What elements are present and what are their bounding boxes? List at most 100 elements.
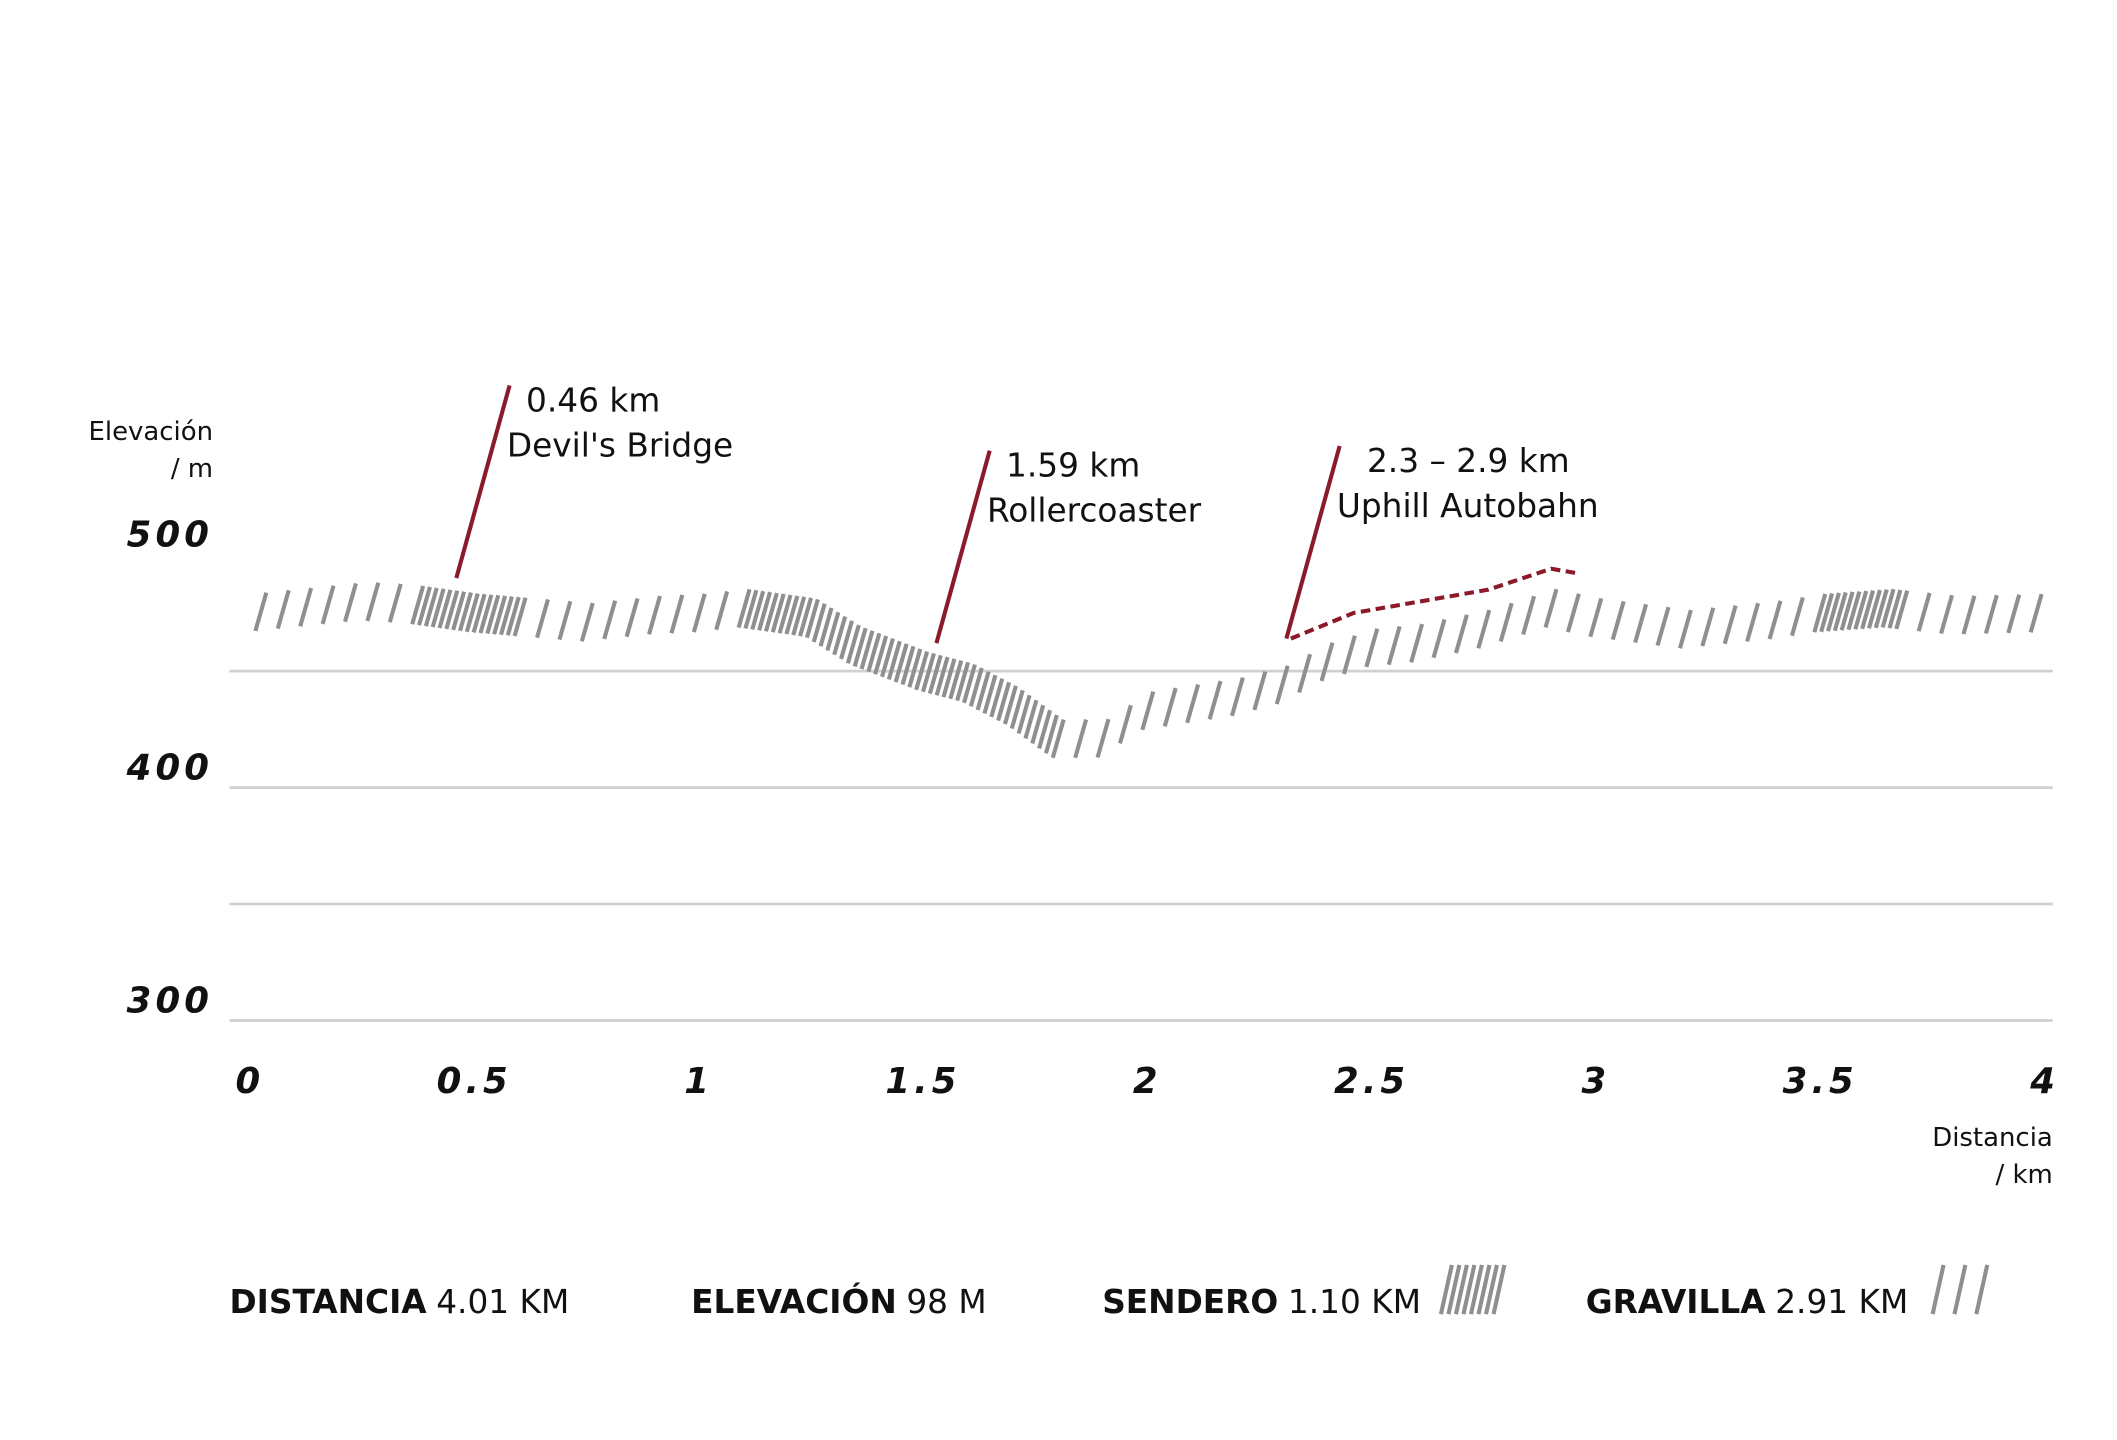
hatch bbox=[1252, 671, 1268, 711]
hatch bbox=[1073, 719, 1089, 759]
hatch bbox=[1610, 600, 1626, 641]
x-tick-label: 3 bbox=[1582, 1061, 1611, 1102]
hatch bbox=[750, 590, 766, 630]
hatch bbox=[852, 627, 868, 667]
hatch bbox=[714, 590, 730, 631]
hatch bbox=[557, 600, 573, 641]
y-tick-label: 300 bbox=[127, 980, 213, 1021]
hatch bbox=[1866, 589, 1882, 629]
hatch bbox=[1229, 676, 1245, 717]
hatch bbox=[1297, 653, 1313, 694]
hatch bbox=[900, 645, 916, 686]
hatch bbox=[1789, 596, 1805, 637]
hatch bbox=[798, 597, 813, 637]
hatch bbox=[343, 582, 358, 623]
stat-value: 98 M bbox=[906, 1283, 986, 1321]
x-tick-label: 1 bbox=[684, 1061, 713, 1102]
hatch bbox=[1037, 709, 1053, 749]
hatch bbox=[1983, 594, 1999, 635]
hatch bbox=[691, 593, 707, 633]
hatch bbox=[1700, 607, 1716, 647]
hatch bbox=[1677, 609, 1693, 649]
hatch bbox=[934, 656, 950, 696]
hatch bbox=[1043, 714, 1059, 754]
hatch bbox=[1887, 589, 1903, 629]
highlight-line bbox=[1290, 566, 1579, 641]
hatch bbox=[866, 632, 882, 673]
hatch bbox=[298, 587, 314, 627]
legend-hatch bbox=[1952, 1264, 1968, 1315]
hatch bbox=[492, 595, 508, 635]
hatch bbox=[320, 585, 336, 625]
hatch bbox=[1894, 590, 1910, 630]
hatch bbox=[818, 607, 834, 647]
hatch bbox=[1846, 590, 1862, 631]
legend-hatch bbox=[1483, 1264, 1499, 1315]
stat-label: GRAVILLA bbox=[1586, 1283, 1767, 1321]
hatch bbox=[1839, 591, 1855, 631]
hatch bbox=[763, 592, 779, 632]
hatch bbox=[1722, 604, 1738, 645]
hatch bbox=[743, 589, 759, 630]
hatch bbox=[955, 661, 971, 702]
hatch bbox=[417, 586, 432, 626]
hatch bbox=[2028, 593, 2044, 633]
hatch bbox=[1274, 665, 1290, 705]
hatch bbox=[512, 597, 528, 637]
annotation-line bbox=[454, 384, 512, 579]
legend-hatch bbox=[1468, 1264, 1484, 1315]
hatch bbox=[1162, 687, 1178, 727]
hatch bbox=[927, 654, 943, 695]
legend-sendero bbox=[1438, 1264, 1507, 1315]
hatch bbox=[430, 588, 446, 628]
hatch bbox=[968, 667, 984, 707]
legend-gravilla bbox=[1930, 1264, 1990, 1315]
x-axis-label: / km bbox=[1996, 1160, 2053, 1190]
hatch bbox=[1476, 609, 1492, 649]
stat-value: 1.10 KM bbox=[1288, 1283, 1421, 1321]
hatch bbox=[1140, 690, 1156, 731]
hatch bbox=[1364, 628, 1380, 668]
hatch bbox=[839, 620, 854, 660]
hatch bbox=[777, 594, 793, 634]
hatch bbox=[1767, 600, 1783, 640]
x-tick-label: 4 bbox=[2029, 1061, 2059, 1102]
hatch bbox=[921, 652, 936, 693]
hatch bbox=[804, 598, 820, 639]
hatch bbox=[505, 596, 521, 636]
stat-value: 4.01 KM bbox=[436, 1283, 569, 1321]
hatch bbox=[1939, 594, 1954, 635]
legend-hatch bbox=[1974, 1264, 1990, 1315]
hatch bbox=[410, 585, 426, 625]
hatch bbox=[825, 611, 841, 652]
hatch bbox=[1409, 623, 1425, 663]
stat: ELEVACIÓN 98 M bbox=[691, 1282, 987, 1321]
stat-value: 2.91 KM bbox=[1775, 1283, 1908, 1321]
annotation-text: 2.3 – 2.9 km bbox=[1367, 442, 1570, 480]
hatch bbox=[1565, 593, 1581, 633]
hatch bbox=[914, 650, 930, 691]
hatch bbox=[602, 600, 618, 640]
hatch bbox=[1023, 699, 1039, 740]
hatch bbox=[859, 630, 875, 670]
legend-hatch bbox=[1438, 1264, 1454, 1315]
hatch bbox=[458, 592, 473, 632]
hatch bbox=[989, 678, 1005, 718]
x-tick-label: 3.5 bbox=[1783, 1061, 1858, 1102]
annotation-text: Uphill Autobahn bbox=[1337, 487, 1599, 525]
hatch bbox=[1016, 694, 1032, 735]
hatch bbox=[1655, 606, 1671, 646]
hatch bbox=[907, 648, 923, 688]
hatch bbox=[1745, 602, 1761, 642]
hatch bbox=[1431, 618, 1447, 659]
hatch bbox=[535, 598, 550, 639]
hatch bbox=[1207, 680, 1223, 720]
hatch bbox=[770, 593, 786, 633]
legend-hatch bbox=[1461, 1264, 1477, 1315]
hatch bbox=[1819, 592, 1835, 633]
x-tick-label: 2.5 bbox=[1334, 1061, 1409, 1102]
hatch bbox=[832, 615, 848, 656]
hatch bbox=[1916, 592, 1932, 632]
hatch bbox=[365, 582, 381, 622]
